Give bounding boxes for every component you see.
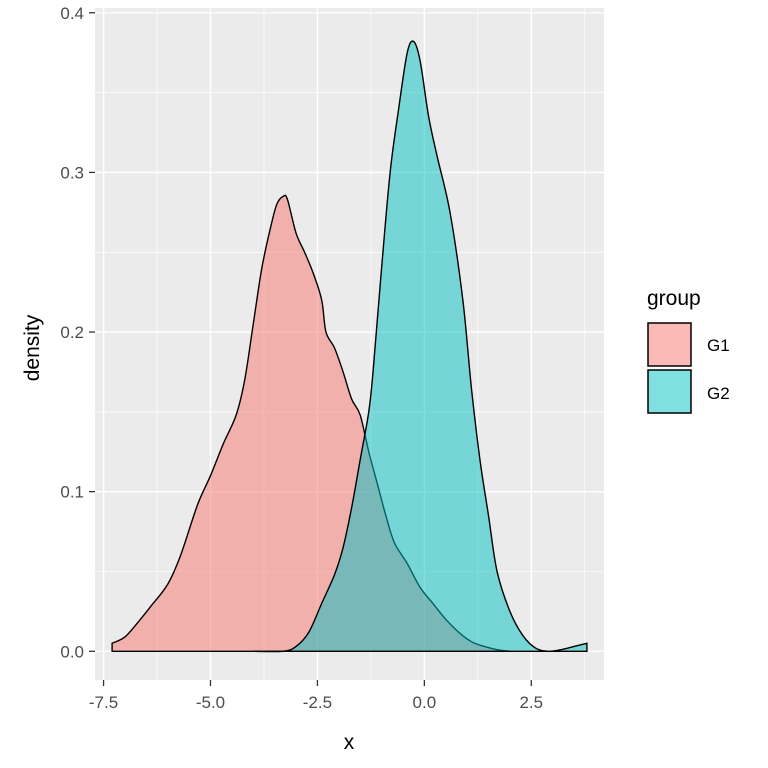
legend-label-g1: G1 [707, 336, 730, 355]
y-tick-label: 0.3 [60, 163, 84, 182]
x-tick-label: -2.5 [303, 693, 332, 712]
x-tick-label: 2.5 [519, 693, 543, 712]
x-tick-label: -5.0 [196, 693, 225, 712]
x-axis-title: x [344, 731, 355, 754]
y-tick-label: 0.1 [60, 483, 84, 502]
legend: group G1 G2 [647, 287, 730, 414]
y-tick-label: 0.2 [60, 323, 84, 342]
x-tick-label: 0.0 [413, 693, 437, 712]
y-tick-label: 0.4 [60, 4, 84, 23]
y-axis-title: density [21, 314, 44, 381]
x-tick-label: -7.5 [89, 693, 118, 712]
axes: 0.0 0.1 0.2 0.3 0.4 -7.5 -5.0 -2.5 0.0 2.5 [60, 4, 543, 712]
density-area-g2 [253, 40, 588, 653]
legend-key-g2 [647, 369, 692, 414]
legend-title: group [647, 287, 701, 310]
legend-key-g1 [647, 322, 692, 367]
density-areas [111, 40, 588, 653]
legend-label-g2: G2 [707, 384, 730, 403]
y-tick-label: 0.0 [60, 642, 84, 661]
